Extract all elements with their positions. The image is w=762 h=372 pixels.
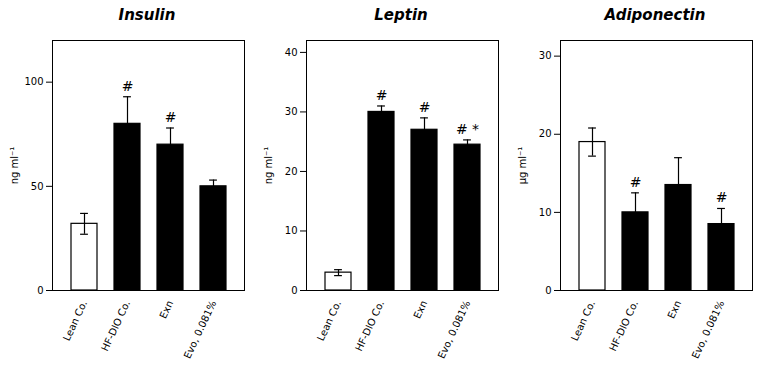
svg-text:#: # [376,87,388,103]
svg-text:30: 30 [285,106,298,117]
svg-text:#: # [419,99,431,115]
svg-text:#: # [165,109,177,125]
svg-text:10: 10 [539,207,552,218]
svg-text:ng ml⁻¹: ng ml⁻¹ [263,147,274,185]
svg-text:Exn: Exn [665,299,683,320]
svg-text:ng ml⁻¹: ng ml⁻¹ [9,147,20,185]
svg-text:#: # [630,174,642,190]
svg-text:Lean Co.: Lean Co. [315,299,343,343]
html-text:Adiponectin: Adiponectin [604,6,706,24]
svg-text:Exn: Exn [157,299,175,320]
svg-text:0: 0 [37,285,43,296]
svg-text:30: 30 [539,50,552,61]
svg-text:Exn: Exn [411,299,429,320]
svg-text:# *: # * [456,121,479,137]
svg-text:μg ml⁻¹: μg ml⁻¹ [517,147,528,185]
svg-text:Evo, 0.081%: Evo, 0.081% [690,299,727,361]
svg-text:HF-DIO Co.: HF-DIO Co. [607,299,640,353]
svg-text:20: 20 [539,128,552,139]
svg-text:40: 40 [285,47,298,58]
svg-text:0: 0 [545,285,551,296]
svg-text:HF-DIO Co.: HF-DIO Co. [353,299,386,353]
svg-text:10: 10 [285,225,298,236]
svg-text:Lean Co.: Lean Co. [61,299,89,343]
html-text:Insulin: Insulin [118,6,176,24]
svg-text:Lean Co.: Lean Co. [569,299,597,343]
html-text:Leptin: Leptin [374,6,428,24]
svg-text:0: 0 [291,285,297,296]
svg-text:Evo, 0.081%: Evo, 0.081% [182,299,219,361]
svg-text:#: # [716,189,728,205]
svg-text:Evo, 0.081%: Evo, 0.081% [436,299,473,361]
svg-text:HF-DIO Co.: HF-DIO Co. [99,299,132,353]
svg-text:50: 50 [31,181,44,192]
svg-text:100: 100 [24,76,43,87]
svg-text:20: 20 [285,166,298,177]
svg-text:#: # [122,78,134,94]
